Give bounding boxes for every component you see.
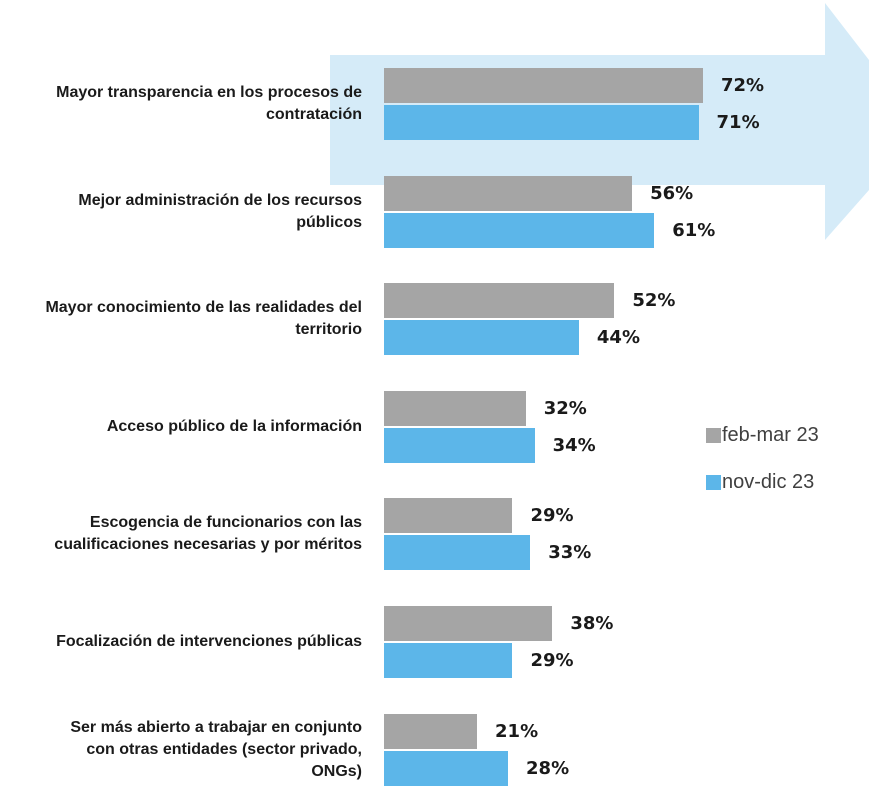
value-label: 72%	[720, 75, 765, 96]
category-text: Mayor conocimiento de las realidades del…	[45, 299, 362, 339]
value-label: 34%	[552, 434, 596, 456]
category-text: Mayor transparencia en los procesos de c…	[56, 84, 362, 123]
category-text: Mejor administración de los recursos púb…	[78, 191, 362, 231]
legend-label: feb-mar 23	[722, 424, 819, 446]
category-text: Escogencia de funcionarios con las cuali…	[54, 514, 362, 554]
bar	[384, 283, 615, 319]
bar	[384, 427, 535, 463]
category-label: Escogencia de funcionarios con las cuali…	[0, 498, 362, 570]
bar	[384, 320, 579, 356]
bar	[384, 750, 509, 786]
category-text: Acceso público de la información	[106, 417, 362, 435]
category-text: Ser más abierto a trabajar en conjunto c…	[70, 718, 362, 780]
category-label: Mayor transparencia en los procesos de c…	[0, 68, 362, 140]
value-label: 28%	[526, 757, 570, 779]
value-label: 71%	[716, 112, 760, 133]
bar	[384, 175, 633, 211]
value-label: 33%	[548, 542, 592, 564]
value-label: 21%	[495, 720, 539, 742]
legend-swatch	[706, 428, 721, 443]
category-label: Focalización de intervenciones públicas	[0, 606, 362, 678]
category-label: Mejor administración de los recursos púb…	[0, 176, 362, 248]
bar	[384, 713, 478, 749]
bar	[384, 535, 531, 571]
value-label: 44%	[596, 327, 640, 349]
bar	[384, 212, 655, 248]
value-label: 29%	[530, 505, 574, 527]
value-label: 38%	[570, 613, 614, 634]
legend-swatch	[706, 475, 721, 490]
category-label: Ser más abierto a trabajar en conjunto c…	[0, 714, 362, 786]
category-text: Focalización de intervenciones públicas	[56, 633, 362, 650]
bar	[384, 390, 526, 426]
bar	[384, 68, 703, 103]
category-label: Mayor conocimiento de las realidades del…	[0, 283, 362, 355]
bar	[384, 643, 513, 678]
bar	[384, 105, 699, 140]
value-label: 29%	[530, 650, 574, 671]
category-label: Acceso público de la información	[0, 391, 362, 463]
value-label: 52%	[632, 290, 676, 312]
value-label: 56%	[650, 182, 694, 204]
legend-label: nov-dic 23	[722, 471, 815, 493]
value-label: 61%	[672, 219, 716, 241]
value-label: 32%	[543, 397, 587, 419]
bar	[384, 606, 553, 641]
bar	[384, 498, 513, 534]
